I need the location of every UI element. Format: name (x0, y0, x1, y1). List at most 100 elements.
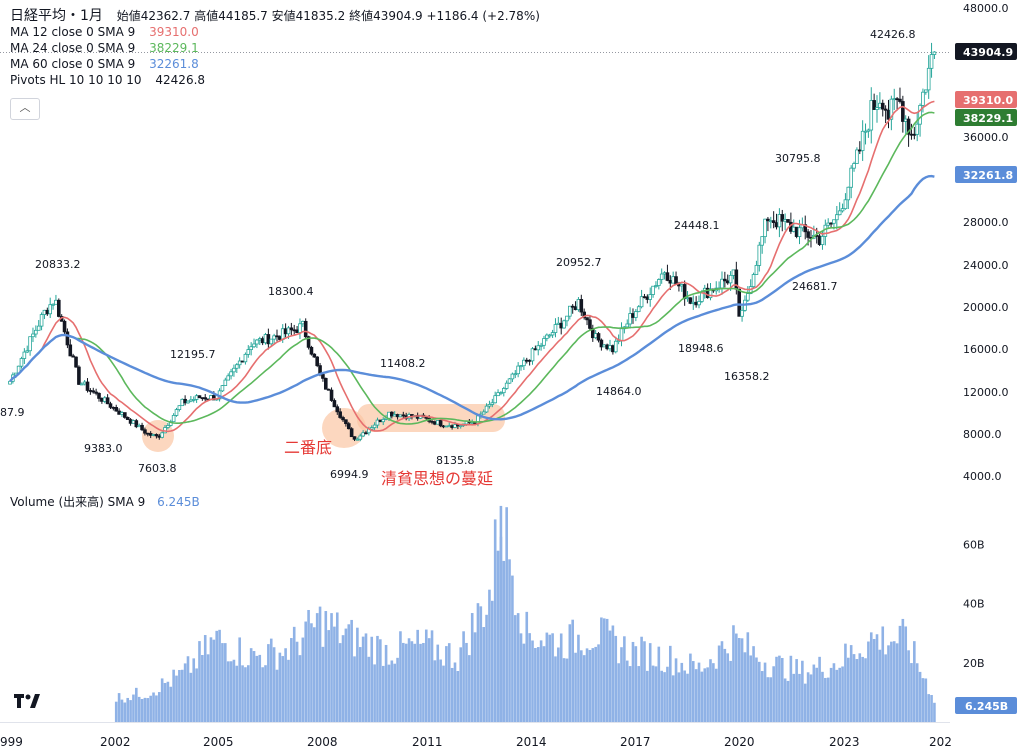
price-tag-label: 39310.0 (963, 94, 1013, 107)
legend-ma12[interactable]: MA 12 close 0 SMA 9 39310.0 (10, 24, 540, 40)
volume-bar (562, 658, 566, 722)
volume-bar (697, 662, 701, 722)
candle-body (8, 380, 12, 385)
volume-bar (539, 640, 543, 722)
candle-body (570, 305, 575, 308)
volume-bar (786, 680, 790, 722)
volume-bar (651, 665, 655, 722)
volume-bar (838, 667, 841, 722)
volume-bar (671, 675, 675, 722)
candle-body (91, 390, 96, 393)
volume-bar (295, 641, 299, 722)
candle-body (125, 417, 130, 420)
pivot-label: 20952.7 (556, 256, 602, 269)
legend-ma60[interactable]: MA 60 close 0 SMA 9 32261.8 (10, 56, 540, 72)
volume-bar (602, 618, 606, 722)
volume-bar (157, 692, 161, 722)
candle-body (780, 214, 785, 222)
volume-bar (347, 624, 351, 722)
volume-bar (689, 653, 692, 722)
candle-body (909, 133, 914, 136)
candle-body (562, 320, 566, 329)
candle-body (292, 329, 297, 332)
volume-bar (493, 519, 497, 722)
candle-body (665, 272, 670, 281)
volume-bar (608, 630, 612, 722)
volume-bar (413, 643, 417, 722)
volume-bar (160, 678, 164, 722)
legend-ma24[interactable]: MA 24 close 0 SMA 9 38229.1 (10, 40, 540, 56)
volume-bar (588, 649, 592, 722)
volume-bar (574, 652, 577, 722)
pivot-label: 12195.7 (170, 348, 216, 361)
candle-body (639, 296, 644, 308)
candle-body (298, 323, 302, 333)
volume-bar (657, 646, 661, 722)
candle-body (579, 299, 584, 313)
volume-bar (654, 666, 658, 722)
candle-body (768, 220, 773, 223)
volume-bar (846, 657, 850, 722)
volume-bar (605, 618, 609, 722)
volume-bar (442, 665, 445, 722)
price-tag-label: 32261.8 (963, 169, 1013, 182)
volume-bar (361, 636, 365, 722)
legend-pivots[interactable]: Pivots HL 10 10 10 10 42426.8 (10, 72, 540, 88)
candle-body (194, 395, 199, 400)
candle-body (252, 343, 256, 348)
volume-bar (318, 606, 322, 722)
volume-bar (884, 654, 887, 722)
candle-body (536, 345, 541, 351)
candle-body (430, 420, 434, 423)
volume-bar (559, 633, 563, 722)
candle-body (390, 411, 394, 417)
pivot-label: 18300.4 (268, 285, 314, 298)
volume-bar (525, 611, 529, 722)
candle-body (240, 360, 245, 363)
time-tick-label: 202 (929, 735, 952, 749)
volume-bar (898, 625, 902, 722)
candle-body (602, 344, 607, 348)
volume-bar (824, 677, 827, 722)
legend-collapse-button[interactable]: ︿ (10, 98, 40, 120)
volume-bar (436, 644, 440, 722)
volume-bar (390, 660, 394, 722)
volume-bar (803, 683, 807, 722)
pivot-label: 11408.2 (380, 357, 426, 370)
candle-body (100, 398, 104, 402)
volume-bar (720, 641, 724, 722)
candle-body (134, 420, 139, 428)
volume-bar (338, 643, 342, 722)
volume-bar (640, 636, 643, 722)
volume-bar (129, 700, 132, 722)
volume-bar (203, 635, 207, 722)
pivot-labels: 87.9 20833.2 9383.0 7603.8 12195.7 18300.4 699… (0, 28, 916, 488)
volume-bar (801, 660, 804, 722)
candle-body (875, 107, 879, 110)
volume-bar (422, 642, 425, 722)
candle-body (306, 336, 311, 348)
candle-body (547, 334, 552, 337)
volume-bar (677, 672, 681, 722)
volume-bar (812, 664, 816, 722)
tradingview-logo-icon[interactable] (12, 690, 42, 712)
candle-body (519, 365, 523, 368)
volume-bar (735, 633, 738, 722)
volume-bar (402, 642, 405, 722)
candle-body (763, 218, 767, 238)
volume-bar (482, 627, 485, 722)
volume-bar (821, 671, 824, 722)
candle-body (102, 397, 107, 402)
grid-lines (0, 52, 950, 723)
volume-bar (459, 647, 463, 722)
candle-body (880, 102, 885, 110)
candle-body (754, 264, 759, 275)
candle-body (593, 333, 598, 339)
candle-body (375, 419, 380, 426)
volume-bar (729, 660, 732, 722)
volume-bar (542, 646, 546, 722)
ma24-value: 38229.1 (149, 41, 199, 55)
candle-body (843, 199, 848, 210)
pivot-label: 16358.2 (724, 370, 770, 383)
volume-bar (126, 697, 130, 722)
